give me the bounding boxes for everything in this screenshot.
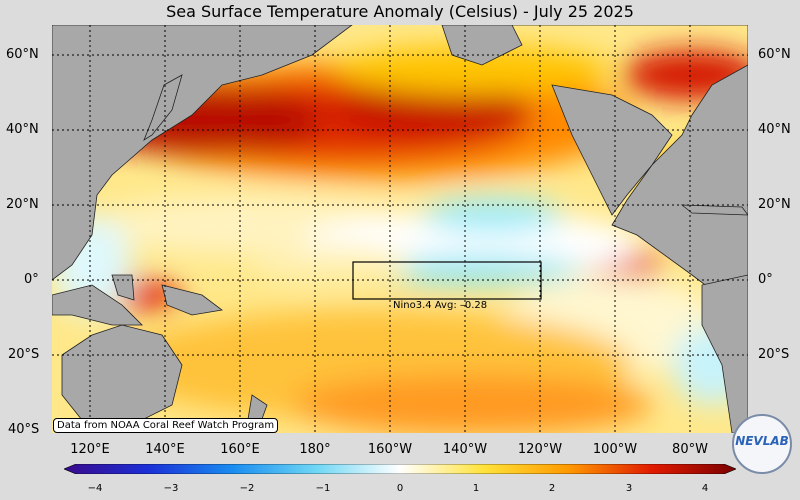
lat-label-right: 60°N [758, 47, 791, 62]
sst-anomaly-map [52, 25, 748, 433]
colorbar-tick: 2 [548, 483, 556, 494]
graticule [52, 25, 748, 433]
map-canvas [52, 25, 748, 433]
lat-label-left: 20°S [8, 347, 40, 362]
lat-label-left: 0° [24, 272, 39, 287]
lon-label: 120°W [517, 442, 563, 457]
source-note: Data from NOAA Coral Reef Watch Program [53, 418, 279, 433]
lon-label: 140°E [145, 442, 185, 457]
lon-label: 80°W [672, 442, 708, 457]
lon-label: 120°E [70, 442, 110, 457]
lat-label-right: 0° [758, 272, 773, 287]
nevlab-logo: NEVLAB [732, 414, 792, 474]
nino34-box [352, 261, 542, 300]
lon-label: 100°W [592, 442, 638, 457]
colorbar-tick: 4 [701, 483, 709, 494]
colorbar [64, 464, 736, 474]
colorbar-tick: −2 [239, 483, 255, 494]
lat-label-right: 20°S [758, 347, 790, 362]
lon-label: 160°W [367, 442, 413, 457]
colorbar-tick: 1 [472, 483, 480, 494]
map-title: Sea Surface Temperature Anomaly (Celsius… [166, 2, 634, 21]
lat-label-right: 20°N [758, 197, 791, 212]
lat-label-left: 60°N [6, 47, 39, 62]
colorbar-tick: −3 [163, 483, 179, 494]
lat-label-left: 40°N [6, 122, 39, 137]
nino34-label: Nino3.4 Avg: –0.28 [393, 300, 488, 311]
lon-label: 140°W [442, 442, 488, 457]
logo-text: NEVLAB [735, 434, 789, 448]
colorbar-tick: 3 [625, 483, 633, 494]
colorbar-tick: −4 [87, 483, 103, 494]
lat-label-left: 40°S [8, 422, 40, 437]
lon-label: 180° [299, 442, 331, 457]
colorbar-tick: 0 [396, 483, 404, 494]
lon-label: 160°E [220, 442, 260, 457]
lat-label-right: 40°N [758, 122, 791, 137]
colorbar-tick: −1 [315, 483, 331, 494]
lat-label-left: 20°N [6, 197, 39, 212]
